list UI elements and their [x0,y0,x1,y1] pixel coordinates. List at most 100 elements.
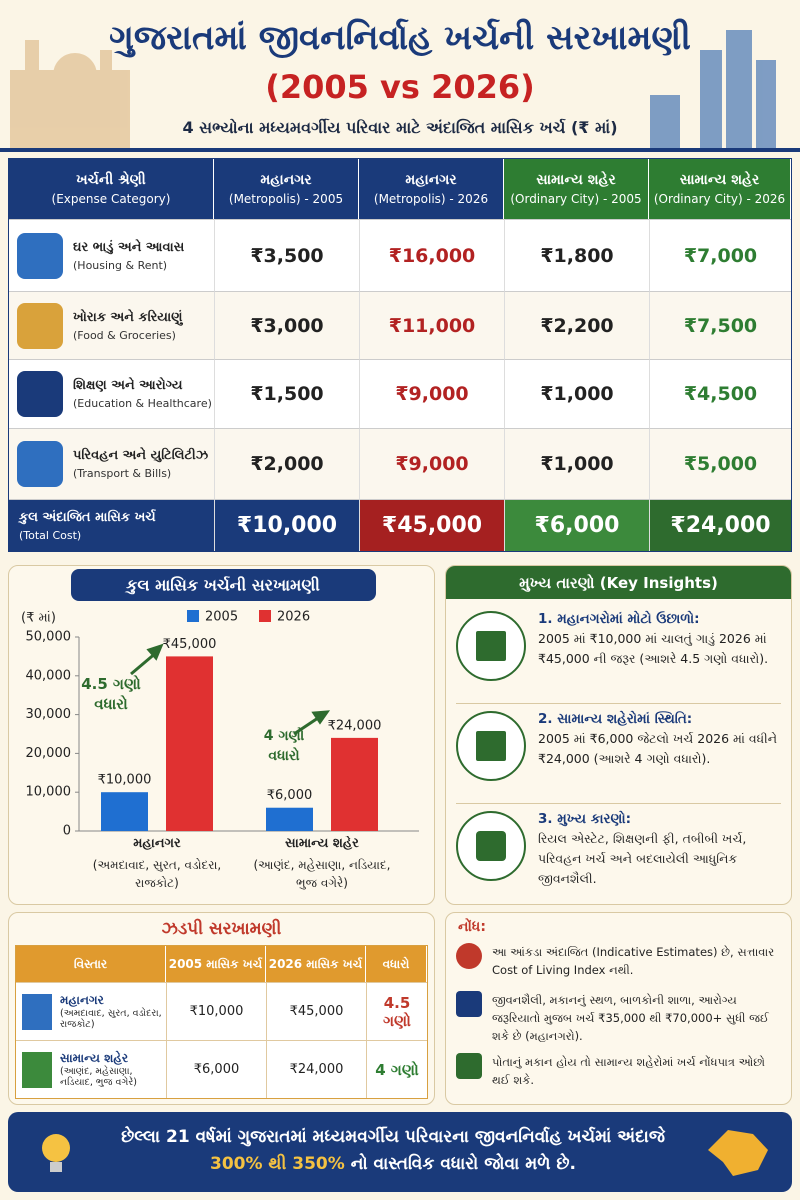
header-sublabel: (Ordinary City) - 2005 [510,192,642,206]
bulb-icon [42,1134,70,1172]
qc-area-icon [22,993,52,1030]
category-label: ખોરાક અને કરિયાણું [73,309,183,325]
total-value: ₹6,000 [504,499,649,551]
category-text: કુલ અંદાજિત માસિક ખર્ચ (Total Cost) [19,510,156,542]
quick-compare-panel: ઝડપી સરખામણી વિસ્તાર 2005 માસિક ખર્ચ 2026 … [8,912,435,1105]
header-sublabel: (Metropolis) - 2005 [228,192,344,206]
table-value: ₹9,000 [359,359,504,428]
category-label: પરિવહન અને યુટિલિટીઝ [73,448,209,463]
note-item: આ આંકડા અંદાજિત (Indicative Estimates) છ… [456,943,781,979]
value-label: ₹45,000 [163,637,217,652]
qc-value: 4 ગણો [366,1040,427,1098]
value-label: ₹6,000 [267,788,313,803]
legend-swatch [187,610,199,622]
category-detail: (અમદાવાદ, સુરત, વડોદરા, રાજકોટ) [92,858,222,890]
category-detail-box: (અમદાવાદ, સુરત, વડોદરા, રાજકોટ) [92,858,222,890]
insight-text: 2005 માં ₹6,000 જેટલો ખર્ચ 2026 માં વધીન… [538,731,778,766]
bar [331,737,378,831]
insights-panel: મુખ્ય તારણો (Key Insights) 1. મહાનગરોમાં… [445,565,792,905]
qc-value: ₹10,000 [166,982,266,1040]
footer-text: છેલ્લા 21 વર્ષમાં ગુજરાતમાં મધ્યમવર્ગીય … [98,1124,688,1178]
insight-icon-shape [476,731,506,761]
table-value: ₹9,000 [359,428,504,499]
total-value: ₹10,000 [214,499,359,551]
category-icon [17,302,63,349]
header-label: સામાન્ય શહેર [679,172,760,188]
qc-header: વિસ્તાર [16,946,166,982]
table-value: ₹7,000 [649,219,791,291]
note-text: પોતાનું મકાન હોય તો સામાન્ય શહેરોમાં ખર્… [492,1055,765,1087]
table-header-cell: સામાન્ય શહેર (Ordinary City) - 2026 [649,159,791,219]
annotation: 4.5 ગણો વધારો [81,675,141,713]
category-cell: ખોરાક અને કરિયાણું (Food & Groceries) [9,291,214,359]
table-header-cell: મહાનગર (Metropolis) - 2005 [214,159,359,219]
qc-area: મહાનગર [60,993,104,1007]
table-value: ₹1,500 [214,359,359,428]
quick-compare-title: ઝડપી સરખામણી [161,919,282,939]
description: 4 સભ્યોના મધ્યમવર્ગીય પરિવાર માટે અંદાજિ… [182,118,618,137]
annotation-box: 4.5 ગણો વધારો [81,675,141,713]
chart-title: કુલ માસિક ખર્ચની સરખામણી [124,576,320,596]
map-icon [708,1130,768,1176]
value-label: ₹10,000 [98,773,152,788]
footer-highlight: 300% થી 350% [209,1154,345,1174]
insight-icon [456,611,526,681]
legend-swatch [259,610,271,622]
note-icon [456,943,482,969]
qc-cities: (આણંદ, મહેસાણા, નડિયાદ, ભુજ વગેરે) [60,1066,137,1088]
y-tick-label: 20,000 [26,746,72,761]
insight-heading: 1. મહાનગરોમાં મોટો ઉછાળો: [538,611,700,627]
table-value: ₹7,500 [649,291,791,359]
insight-icon [456,711,526,781]
annotation-box: 4 ગણો વધારો [264,728,305,764]
table-value: ₹11,000 [359,291,504,359]
table-header-cell: ખર્ચની શ્રેણી (Expense Category) [9,159,214,219]
x-tick-label: મહાનગર [133,836,181,851]
header-sublabel: (Ordinary City) - 2026 [653,192,786,206]
header-label: મહાનગર [405,172,457,188]
table-value: ₹5,000 [649,428,791,499]
note-icon [456,991,482,1017]
insight-icon [456,811,526,881]
qc-area-cell: મહાનગર (અમદાવાદ, સુરત, વડોદરા, રાજકોટ) [16,982,166,1040]
bar-chart: કુલ માસિક ખર્ચની સરખામણી (₹ માં) 0 10,000… [21,569,419,890]
category-label: શિક્ષણ અને આરોગ્ય [73,378,183,393]
category-icon [17,232,63,279]
header-label: સામાન્ય શહેર [536,172,616,188]
table-value: ₹2,000 [214,428,359,499]
insight-text-block: 2. સામાન્ય શહેરોમાં સ્થિતિ: 2005 માં ₹6,0… [538,711,781,769]
category-label-en: (Food & Groceries) [73,328,176,342]
qc-area: સામાન્ય શહેર [60,1051,129,1065]
header-sublabel: (Expense Category) [51,192,171,206]
category-cell: પરિવહન અને યુટિલિટીઝ (Transport & Bills) [9,428,214,499]
footer-text-after: નો વાસ્તવિક વધારો જોવા મળે છે. [350,1154,577,1174]
qc-value: ₹45,000 [266,982,366,1040]
y-tick-label: 0 [63,824,71,839]
subtitle: (2005 vs 2026) [265,68,535,106]
x-tick-label-box: મહાનગર [133,836,181,851]
category-detail: (આણંદ, મહેસાણા, નડિયાદ, ભુજ વગેરે) [253,858,391,890]
category-text: ઘર ભાડું અને આવાસ (Housing & Rent) [73,240,184,272]
qc-cities: (અમદાવાદ, સુરત, વડોદરા, રાજકોટ) [60,1008,162,1030]
category-label-en: (Education & Healthcare) [73,397,212,410]
table-header-cell: સામાન્ય શહેર (Ordinary City) - 2005 [504,159,649,219]
insight-text: 2005 માં ₹10,000 માં ચાલતું ગાડું 2026 મ… [538,631,769,666]
y-tick-label: 30,000 [26,707,72,722]
header-label: ખર્ચની શ્રેણી [76,172,146,188]
category-label: ઘર ભાડું અને આવાસ [73,239,185,255]
qc-area-text: સામાન્ય શહેર (આણંદ, મહેસાણા, નડિયાદ, ભુજ … [60,1051,166,1088]
chart-title-bg [71,569,376,601]
bar [101,792,148,831]
notes-panel: નોંધ: આ આંકડા અંદાજિત (Indicative Estima… [445,912,792,1105]
insight-heading: 3. મુખ્ય કારણો: [538,811,632,827]
total-label-cell: કુલ અંદાજિત માસિક ખર્ચ (Total Cost) [9,499,214,551]
qc-header: 2026 માસિક ખર્ચ [266,946,366,982]
qc-value: ₹24,000 [266,1040,366,1098]
table-value: ₹3,000 [214,291,359,359]
y-tick-label: 50,000 [26,630,72,645]
y-tick-label: 40,000 [26,668,72,683]
qc-area-cell: સામાન્ય શહેર (આણંદ, મહેસાણા, નડિયાદ, ભુજ … [16,1040,166,1098]
category-icon [17,371,63,417]
note-icon [456,1053,482,1079]
note-text: જીવનશૈલી, મકાનનું સ્થળ, બાળકોની શાળા, આર… [492,993,769,1043]
